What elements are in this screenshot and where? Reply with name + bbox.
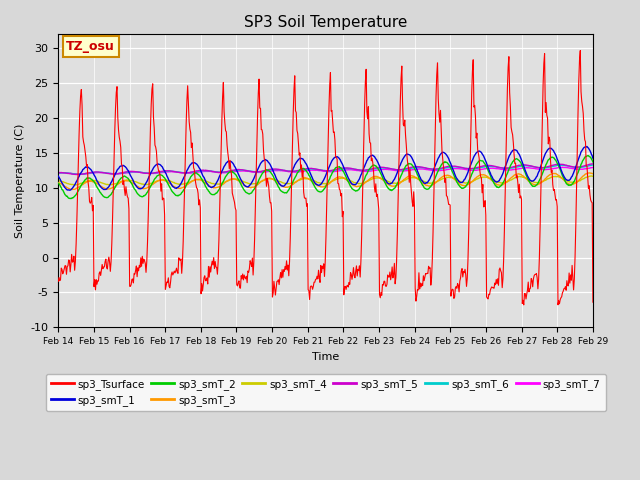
Legend: sp3_Tsurface, sp3_smT_1, sp3_smT_2, sp3_smT_3, sp3_smT_4, sp3_smT_5, sp3_smT_6, : sp3_Tsurface, sp3_smT_1, sp3_smT_2, sp3_… (45, 374, 605, 411)
Y-axis label: Soil Temperature (C): Soil Temperature (C) (15, 123, 25, 238)
Title: SP3 Soil Temperature: SP3 Soil Temperature (244, 15, 407, 30)
X-axis label: Time: Time (312, 352, 339, 362)
Text: TZ_osu: TZ_osu (67, 40, 115, 53)
